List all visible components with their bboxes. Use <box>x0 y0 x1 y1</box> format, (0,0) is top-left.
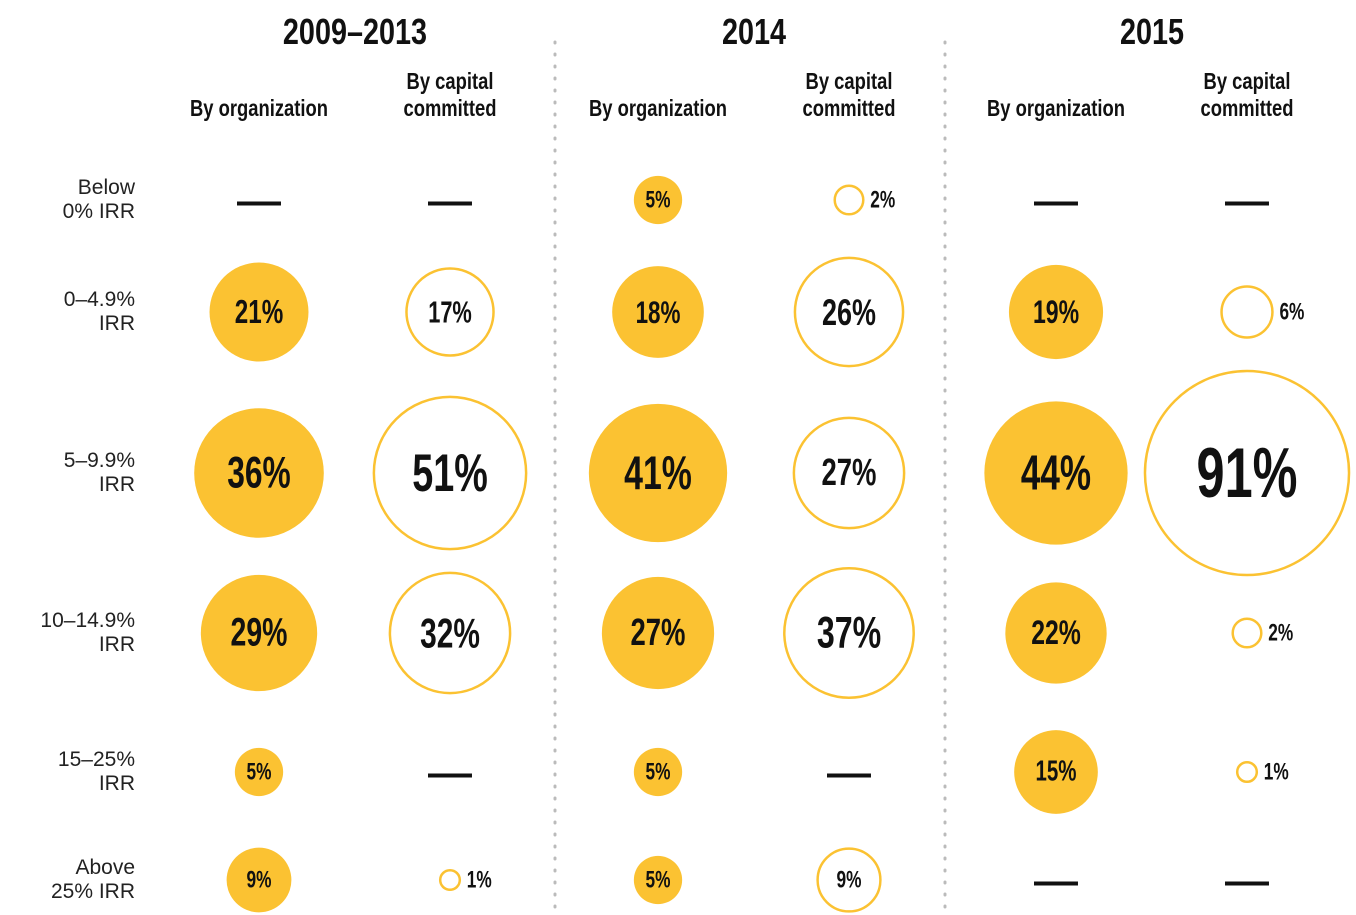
bubble-filled <box>633 175 683 225</box>
group-title: 2009–2013 <box>282 11 428 52</box>
bubble-outline <box>792 416 906 530</box>
series-name: By capital committed <box>802 68 896 121</box>
value-label: 27% <box>821 452 876 494</box>
bubble-filled <box>209 262 309 362</box>
bubble-filled <box>588 403 728 543</box>
bubble-filled <box>1008 264 1104 360</box>
value-label: 32% <box>420 609 480 656</box>
bubble-filled <box>612 266 704 358</box>
value-label: 2% <box>870 187 895 213</box>
row-label: Below 0% IRR <box>62 176 135 223</box>
row-label: 10–14.9% IRR <box>40 609 135 656</box>
bubble-outline <box>388 571 512 695</box>
row-label: Above 25% IRR <box>50 856 135 903</box>
row-label: 15–25% IRR <box>57 748 135 795</box>
empty-marker: — <box>1225 858 1270 903</box>
empty-marker: — <box>428 178 473 223</box>
value-label: 41% <box>624 447 692 500</box>
bubble-filled <box>1014 730 1098 814</box>
bubble-outline <box>405 267 495 357</box>
group-title: 2014 <box>721 11 787 52</box>
value-label: 22% <box>1031 614 1081 652</box>
value-label: 27% <box>630 612 685 654</box>
bubble-outline <box>372 395 528 551</box>
bubble-filled <box>1005 582 1107 684</box>
value-label: 6% <box>1279 299 1304 325</box>
bubble-outline <box>783 567 915 699</box>
empty-marker: — <box>237 178 282 223</box>
value-label: 1% <box>467 867 492 893</box>
value-label: 5% <box>646 759 671 785</box>
empty-marker: — <box>827 750 872 795</box>
bubble-outline <box>816 847 882 913</box>
row-label: 5–9.9% IRR <box>63 449 135 496</box>
value-label: 5% <box>247 759 272 785</box>
value-label: 19% <box>1033 294 1079 330</box>
bubble-outline <box>833 184 865 216</box>
series-name: By organization <box>986 95 1125 121</box>
bubble-filled <box>194 408 324 538</box>
value-label: 51% <box>412 444 488 503</box>
value-label: 15% <box>1036 757 1077 788</box>
group-title: 2015 <box>1119 11 1185 52</box>
value-label: 2% <box>1268 620 1293 646</box>
empty-marker: — <box>1034 178 1079 223</box>
bubble-filled <box>633 855 683 905</box>
empty-marker: — <box>428 750 473 795</box>
bubble-filled <box>234 747 284 797</box>
value-label: 5% <box>646 187 671 213</box>
value-label: 44% <box>1021 446 1091 500</box>
row-label: 0–4.9% IRR <box>63 288 135 335</box>
series-name: By capital committed <box>1200 68 1294 121</box>
value-label: 1% <box>1264 759 1289 785</box>
bubble-outline <box>1220 285 1274 339</box>
value-label: 9% <box>247 867 272 893</box>
value-label: 9% <box>837 867 862 893</box>
value-label: 21% <box>235 293 283 331</box>
bubble-outline <box>1231 617 1263 649</box>
series-name: By organization <box>189 95 328 121</box>
bubble-outline <box>1143 369 1351 577</box>
value-label: 17% <box>428 295 472 329</box>
empty-marker: — <box>1225 178 1270 223</box>
bubble-outline <box>438 868 462 892</box>
empty-marker: — <box>1034 858 1079 903</box>
bubble-filled <box>633 747 683 797</box>
series-name: By capital committed <box>403 68 497 121</box>
bubble-filled <box>200 574 318 692</box>
value-label: 18% <box>636 294 681 330</box>
value-label: 29% <box>231 611 288 655</box>
value-label: 26% <box>822 291 876 333</box>
value-label: 36% <box>227 448 290 497</box>
bubble-filled <box>226 847 292 913</box>
series-name: By organization <box>588 95 727 121</box>
value-label: 5% <box>646 867 671 893</box>
value-label: 37% <box>817 608 881 657</box>
value-label: 91% <box>1197 434 1298 512</box>
bubble-outline <box>1235 760 1259 784</box>
bubble-filled <box>601 576 715 690</box>
bubble-outline <box>793 256 905 368</box>
bubble-filled <box>984 401 1128 545</box>
